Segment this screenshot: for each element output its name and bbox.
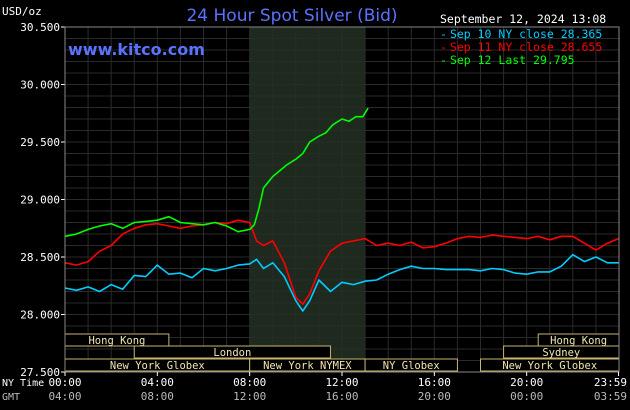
session-label: NY Globex <box>383 360 440 372</box>
session-label: Sydney <box>542 347 580 359</box>
x-tick-label-ny: 20:00 <box>510 376 543 389</box>
series-line-2 <box>64 107 369 238</box>
legend-label: Sep 11 NY close 28.655 <box>450 40 602 54</box>
session-box: Hong Kong <box>64 333 170 347</box>
x-tick-label-gmt: 20:00 <box>418 390 451 403</box>
ny-time-label: NY Time <box>2 378 44 389</box>
x-tick-label-ny: 12:00 <box>325 376 358 389</box>
x-tick-label-gmt: 03:59 <box>594 390 627 403</box>
session-label: New York Globex <box>110 360 205 372</box>
legend-dash: - <box>440 27 447 41</box>
x-tick-label-ny: 00:00 <box>48 376 81 389</box>
legend-label: Sep 12 Last 29.795 <box>450 53 575 67</box>
timestamp: September 12, 2024 13:08 <box>440 12 606 26</box>
legend-dash: - <box>440 53 447 67</box>
session-label: London <box>213 347 251 359</box>
x-tick-label-ny: 16:00 <box>418 376 451 389</box>
session-box: Hong Kong <box>537 333 620 347</box>
session-box: London <box>133 345 331 359</box>
session-label: New York NYMEX <box>263 360 352 372</box>
series-line-1 <box>64 219 619 305</box>
x-tick-label-gmt: 16:00 <box>325 390 358 403</box>
legend-entry-sep10: - Sep 10 NY close 28.365 <box>440 27 602 41</box>
legend-dash: - <box>440 40 447 54</box>
session-label: Hong Kong <box>550 335 607 347</box>
y-tick-label: 28.000 <box>20 309 60 322</box>
x-tick-label-ny: 08:00 <box>233 376 266 389</box>
x-tick-label-gmt: 08:00 <box>141 390 174 403</box>
series-line-0 <box>64 253 619 312</box>
session-box: NY Globex <box>364 358 458 372</box>
x-tick-label-ny: 04:00 <box>141 376 174 389</box>
grid <box>65 26 619 373</box>
session-box: New York Globex <box>480 358 620 372</box>
x-tick-label-gmt: 00:00 <box>510 390 543 403</box>
session-box: New York Globex <box>64 358 251 372</box>
session-box-outline <box>364 358 458 372</box>
legend: - Sep 10 NY close 28.365 - Sep 11 NY close… <box>440 27 602 67</box>
session-label: New York Globex <box>502 360 597 372</box>
y-tick-label: 30.000 <box>20 79 60 92</box>
session-box-outline <box>133 345 331 359</box>
gmt-label: GMT <box>2 392 20 403</box>
series-lines <box>64 107 619 312</box>
y-tick-label: 29.000 <box>20 194 60 207</box>
y-tick-label: 28.500 <box>20 251 60 264</box>
session-box: New York NYMEX <box>249 358 366 372</box>
y-tick-label: 27.500 <box>20 366 60 379</box>
session-box: Sydney <box>503 345 620 359</box>
y-axis-ticks: 30.500 30.000 29.500 29.000 28.500 28.000 27.5… <box>20 21 65 379</box>
legend-entry-sep12: - Sep 12 Last 29.795 <box>440 53 575 67</box>
x-tick-label-gmt: 04:00 <box>48 390 81 403</box>
legend-label: Sep 10 NY close 28.365 <box>450 27 602 41</box>
x-axis-ticks: 00:0004:0004:0008:0008:0012:0012:0016:00… <box>48 372 627 403</box>
x-tick-label-ny: 23:59 <box>594 376 627 389</box>
y-tick-label: 29.500 <box>20 136 60 149</box>
website-label: www.kitco.com <box>68 40 205 59</box>
x-tick-label-gmt: 12:00 <box>233 390 266 403</box>
unit-label: USD/oz <box>2 5 42 18</box>
chart-title: 24 Hour Spot Silver (Bid) <box>186 6 397 26</box>
legend-entry-sep11: - Sep 11 NY close 28.655 <box>440 40 602 54</box>
y-tick-label: 30.500 <box>20 21 60 34</box>
session-label: Hong Kong <box>88 335 145 347</box>
